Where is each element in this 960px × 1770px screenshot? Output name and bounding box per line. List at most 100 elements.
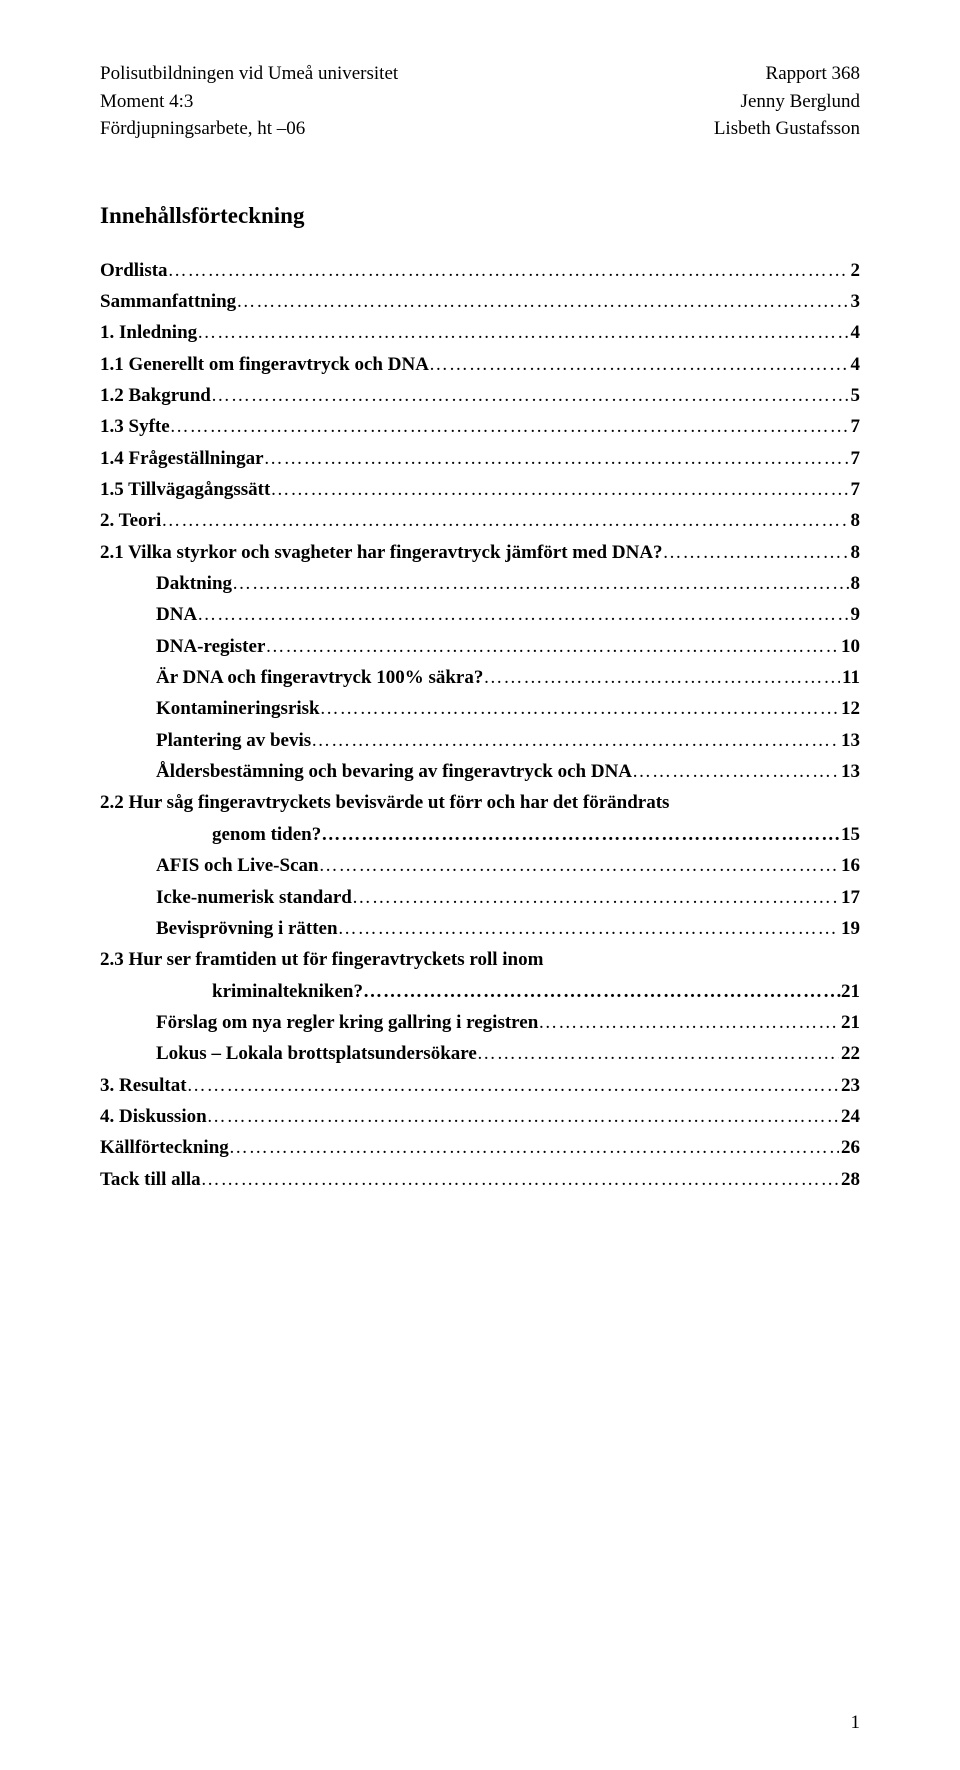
toc-leader — [320, 693, 839, 724]
toc-page: 10 — [839, 631, 860, 662]
toc-title: Innehållsförteckning — [100, 203, 860, 229]
toc-subentry: Är DNA och fingeravtryck 100% säkra? 11 — [100, 662, 860, 693]
toc-page: 28 — [839, 1164, 860, 1195]
toc-page: 7 — [849, 411, 861, 442]
toc-subentry: Bevisprövning i rätten19 — [100, 913, 860, 944]
toc-label: kriminaltekniken? — [212, 976, 363, 1007]
toc-subentry: DNA-register 10 — [100, 631, 860, 662]
toc-leader — [187, 1070, 839, 1101]
toc-label: 2.1 Vilka styrkor och svagheter har fing… — [100, 537, 663, 568]
toc-page: 23 — [839, 1070, 860, 1101]
toc-leader — [197, 317, 848, 348]
toc-label: Plantering av bevis — [156, 725, 311, 756]
toc-label: Förslag om nya regler kring gallring i r… — [156, 1007, 538, 1038]
toc-label: 1. Inledning — [100, 317, 197, 348]
toc-leader — [270, 474, 848, 505]
toc-page: 26 — [839, 1132, 860, 1163]
toc-page: 2 — [849, 255, 861, 286]
toc-label: 1.4 Frågeställningar — [100, 443, 264, 474]
toc-page: 11 — [840, 662, 860, 693]
toc-page: 8 — [849, 505, 861, 536]
toc-label: Ordlista — [100, 255, 168, 286]
toc-label: Icke-numerisk standard — [156, 882, 352, 913]
toc-leader — [632, 756, 839, 787]
toc-leader — [207, 1101, 839, 1132]
toc-label: AFIS och Live-Scan — [156, 850, 319, 881]
toc-entry: 1.2 Bakgrund5 — [100, 380, 860, 411]
toc-entry: 2. Teori 8 — [100, 505, 860, 536]
toc-leader — [538, 1007, 839, 1038]
header-left-line: Fördjupningsarbete, ht –06 — [100, 115, 398, 143]
toc-leader — [265, 631, 839, 662]
toc-page: 17 — [839, 882, 860, 913]
toc-leader — [363, 976, 841, 1007]
toc-entry: 2.3 Hur ser framtiden ut för fingeravtry… — [100, 944, 860, 975]
toc-entry: 1.4 Frågeställningar7 — [100, 443, 860, 474]
toc-subentry: Förslag om nya regler kring gallring i r… — [100, 1007, 860, 1038]
header-right-line: Lisbeth Gustafsson — [714, 115, 860, 143]
toc-entry: 2.2 Hur såg fingeravtryckets bevisvärde … — [100, 787, 860, 818]
toc-label: DNA — [156, 599, 197, 630]
toc-label: DNA-register — [156, 631, 265, 662]
toc-label: 4. Diskussion — [100, 1101, 207, 1132]
header-right: Rapport 368 Jenny Berglund Lisbeth Gusta… — [714, 60, 860, 143]
toc-entry: 1.3 Syfte 7 — [100, 411, 860, 442]
toc-label: Åldersbestämning och bevaring av fingera… — [156, 756, 632, 787]
header-left-line: Polisutbildningen vid Umeå universitet — [100, 60, 398, 88]
toc-leader — [663, 537, 849, 568]
toc-label: Sammanfattning — [100, 286, 236, 317]
toc-page: 21 — [841, 976, 860, 1007]
toc-label: 1.3 Syfte — [100, 411, 170, 442]
toc-page: 22 — [839, 1038, 860, 1069]
toc-label: 2. Teori — [100, 505, 161, 536]
toc-label: 1.5 Tillvägagångssätt — [100, 474, 270, 505]
toc-label: Källförteckning — [100, 1132, 229, 1163]
page-number: 1 — [851, 1712, 861, 1734]
toc-page: 16 — [839, 850, 860, 881]
toc-label: Kontamineringsrisk — [156, 693, 320, 724]
toc-entry: 4. Diskussion24 — [100, 1101, 860, 1132]
toc-label: 3. Resultat — [100, 1070, 187, 1101]
toc-entry: Sammanfattning 3 — [100, 286, 860, 317]
toc-label: Daktning — [156, 568, 232, 599]
toc-label: Tack till alla — [100, 1164, 201, 1195]
toc-leader — [229, 1132, 839, 1163]
toc-entry: 3. Resultat 23 — [100, 1070, 860, 1101]
header-left-line: Moment 4:3 — [100, 88, 398, 116]
toc-leader — [338, 913, 839, 944]
header-left: Polisutbildningen vid Umeå universitet M… — [100, 60, 398, 143]
toc-page: 8 — [849, 568, 861, 599]
toc-subentry: Plantering av bevis13 — [100, 725, 860, 756]
table-of-contents: Ordlista 2 Sammanfattning 3 1. Inledning 4 1.1… — [100, 255, 860, 1195]
toc-leader — [264, 443, 849, 474]
toc-label: 2.3 Hur ser framtiden ut för fingeravtry… — [100, 944, 543, 975]
toc-leader — [311, 725, 839, 756]
toc-entry-continuation: kriminaltekniken? 21 — [100, 976, 860, 1007]
toc-label: 1.1 Generellt om fingeravtryck och DNA — [100, 349, 429, 380]
toc-page: 21 — [839, 1007, 860, 1038]
toc-page: 4 — [849, 317, 861, 348]
toc-label: Är DNA och fingeravtryck 100% säkra? — [156, 662, 483, 693]
toc-subentry: DNA 9 — [100, 599, 860, 630]
toc-subentry: Lokus – Lokala brottsplatsundersökare 22 — [100, 1038, 860, 1069]
toc-label: genom tiden? — [212, 819, 321, 850]
toc-page: 3 — [849, 286, 861, 317]
toc-leader — [483, 662, 840, 693]
toc-page: 15 — [841, 819, 860, 850]
toc-subentry: AFIS och Live-Scan 16 — [100, 850, 860, 881]
toc-leader — [319, 850, 839, 881]
toc-page: 9 — [849, 599, 861, 630]
toc-subentry: Icke-numerisk standard 17 — [100, 882, 860, 913]
toc-entry: Ordlista 2 — [100, 255, 860, 286]
toc-leader — [211, 380, 849, 411]
toc-label: Bevisprövning i rätten — [156, 913, 338, 944]
toc-leader — [352, 882, 839, 913]
toc-page: 8 — [849, 537, 861, 568]
toc-entry: Källförteckning 26 — [100, 1132, 860, 1163]
toc-leader — [201, 1164, 839, 1195]
toc-leader — [197, 599, 848, 630]
toc-label: Lokus – Lokala brottsplatsundersökare — [156, 1038, 477, 1069]
toc-page: 7 — [849, 474, 861, 505]
header-right-line: Rapport 368 — [714, 60, 860, 88]
toc-entry: 2.1 Vilka styrkor och svagheter har fing… — [100, 537, 860, 568]
